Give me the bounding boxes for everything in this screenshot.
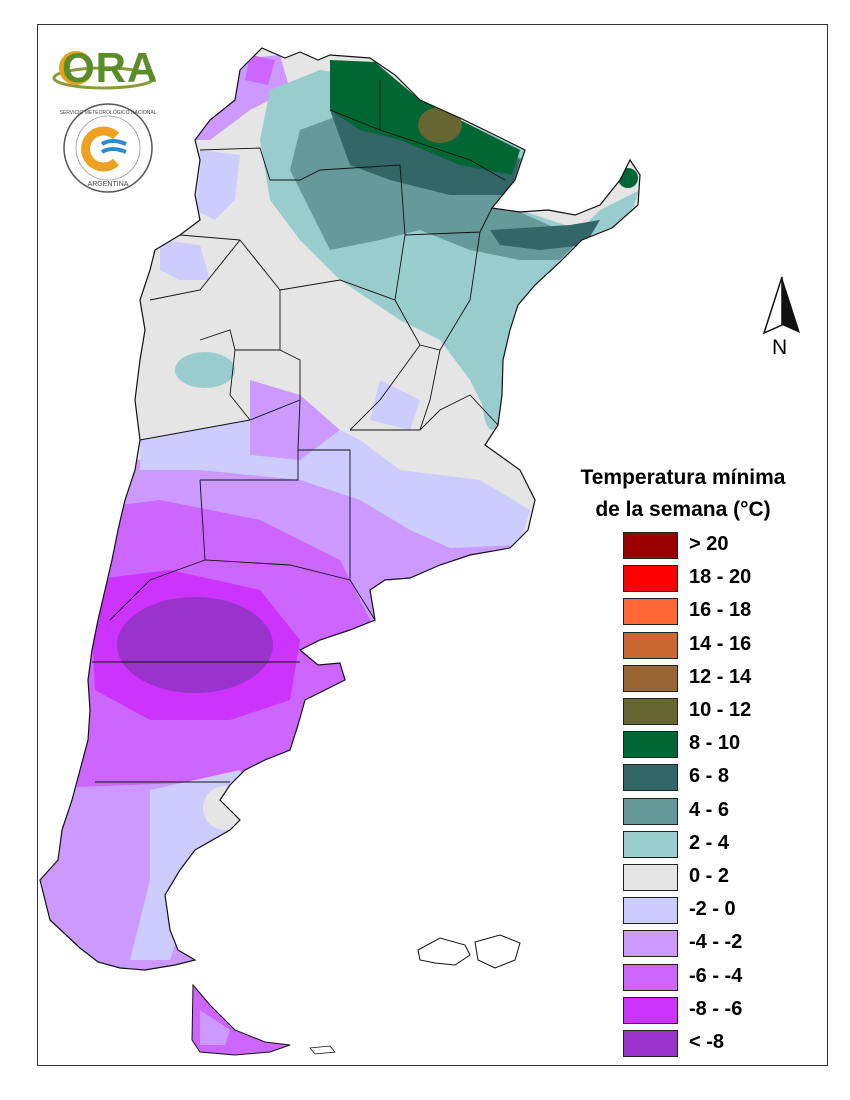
legend-label: > 20	[689, 533, 729, 555]
svg-text:ARGENTINA: ARGENTINA	[88, 181, 129, 188]
legend-swatch	[623, 532, 678, 559]
legend-swatch	[623, 664, 678, 692]
legend-swatch	[623, 731, 678, 759]
legend-swatch	[623, 864, 678, 891]
legend-label: 4 - 6	[689, 798, 730, 821]
legend-item: 12 - 14	[623, 663, 823, 693]
legend-label: 12 - 14	[689, 665, 752, 688]
legend-item: 6 - 8	[623, 762, 823, 792]
legend-label: 18 - 20	[689, 566, 752, 589]
legend-swatch	[623, 897, 678, 925]
legend-item: 8 - 10	[623, 729, 823, 759]
legend-label: -2 - 0	[689, 898, 736, 921]
legend-title-line1: Temperatura mínima	[580, 466, 786, 489]
legend-item: 0 - 2	[623, 862, 823, 892]
legend-item: > 20	[623, 530, 823, 560]
legend-label: 0 - 2	[689, 865, 730, 887]
legend-item: 18 - 20	[623, 563, 823, 593]
legend-swatch	[623, 963, 678, 991]
legend-swatch	[623, 598, 678, 626]
legend-label: 6 - 8	[689, 765, 730, 788]
legend-item: 16 - 18	[623, 596, 823, 626]
legend-swatch	[623, 565, 678, 593]
legend-item: < -8	[623, 1028, 823, 1058]
legend-label: < -8	[689, 1031, 725, 1053]
legend-swatch	[623, 996, 678, 1024]
ora-logo-text: ORA	[62, 44, 159, 91]
legend-label: 14 - 16	[689, 632, 752, 655]
legend-label: 2 - 4	[689, 831, 730, 854]
legend-item: -2 - 0	[623, 895, 823, 925]
legend-swatch	[623, 930, 678, 958]
legend-item: -4 - -2	[623, 928, 823, 958]
legend-label: -6 - -4	[689, 964, 743, 987]
legend-swatch	[623, 631, 678, 659]
legend-title-line2: de la semana (°C)	[595, 498, 771, 521]
north-arrow-icon	[762, 276, 800, 335]
ora-logo	[52, 51, 156, 90]
legend-label: 8 - 10	[689, 732, 741, 755]
legend-swatch	[623, 1030, 678, 1057]
legend: Temperatura mínima de la semana (°C) > 2…	[548, 462, 828, 1057]
legend-item: 10 - 12	[623, 696, 823, 726]
legend-item: -6 - -4	[623, 962, 823, 992]
legend-swatch	[623, 797, 678, 825]
legend-label: 16 - 18	[689, 599, 752, 622]
legend-item: -8 - -6	[623, 995, 823, 1025]
smn-logo: ARGENTINA SERVICIO METEOROLÓGICO NACIONA…	[60, 103, 156, 193]
legend-label: -8 - -6	[689, 997, 743, 1020]
north-label: N	[772, 336, 788, 359]
legend-item: 4 - 6	[623, 796, 823, 826]
legend-swatch	[623, 830, 678, 858]
legend-item: 2 - 4	[623, 829, 823, 859]
legend-swatch	[623, 764, 678, 792]
legend-item: 14 - 16	[623, 630, 823, 660]
legend-label: -4 - -2	[689, 931, 743, 954]
svg-text:SERVICIO METEOROLÓGICO NACIONA: SERVICIO METEOROLÓGICO NACIONAL	[60, 109, 156, 116]
legend-swatch	[623, 698, 678, 725]
legend-label: 10 - 12	[689, 699, 752, 721]
